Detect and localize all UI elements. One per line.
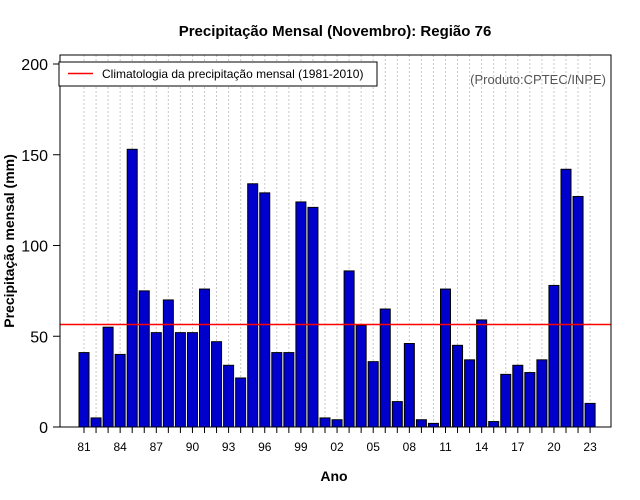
bar-1990 (186, 332, 198, 428)
bar-1992 (211, 341, 223, 428)
bar-2017 (512, 364, 524, 428)
bar-1989 (174, 332, 186, 428)
bar-2006 (379, 308, 391, 428)
bar-1983 (102, 326, 114, 428)
bar-2004 (355, 324, 367, 428)
bar-2021 (560, 168, 572, 428)
y-axis-title: Precipitação mensal (mm) (1, 154, 17, 328)
x-tick-label: 17 (511, 440, 525, 454)
bar-1996 (259, 192, 271, 428)
bar-1987 (150, 332, 162, 428)
bar-1995 (247, 183, 259, 428)
x-axis-title: Ano (320, 468, 347, 484)
chart-title: Precipitação Mensal (Novembro): Região 7… (179, 23, 492, 40)
x-tick-label: 81 (77, 440, 91, 454)
bar-2003 (343, 270, 355, 428)
bar-1986 (138, 290, 150, 428)
x-tick-label: 87 (150, 440, 164, 454)
bar-2000 (307, 206, 319, 428)
bar-1991 (199, 288, 210, 428)
bar-1993 (223, 364, 235, 428)
bar-1985 (126, 148, 138, 428)
bar-2010 (427, 422, 439, 428)
x-tick-label: 96 (258, 440, 272, 454)
bar-series (78, 148, 596, 428)
x-tick-label: 02 (330, 440, 344, 454)
y-tick-label: 200 (21, 57, 48, 74)
bar-2019 (536, 359, 548, 428)
bar-2023 (584, 402, 596, 428)
legend-label: Climatologia da precipitação mensal (198… (102, 67, 363, 81)
bar-2011 (440, 288, 451, 428)
credit-text: (Produto:CPTEC/INPE) (470, 72, 606, 87)
bar-2022 (572, 195, 584, 428)
legend: Climatologia da precipitação mensal (198… (58, 61, 378, 87)
bar-2001 (319, 417, 331, 428)
bar-1998 (283, 352, 295, 428)
bar-2016 (500, 373, 512, 428)
bar-1999 (295, 201, 307, 428)
x-tick-label: 99 (294, 440, 308, 454)
bar-2007 (391, 401, 403, 428)
bar-2013 (464, 359, 476, 428)
x-axis: 81 84 87 90 93 96 99 02 05 08 11 14 17 20 23 (77, 427, 597, 454)
bar-2009 (415, 419, 427, 428)
bar-2008 (403, 343, 415, 428)
plot-frame (59, 54, 612, 428)
x-tick-label: 90 (186, 440, 200, 454)
bar-2014 (476, 319, 488, 428)
x-tick-label: 23 (583, 440, 597, 454)
bar-2012 (452, 344, 464, 428)
y-tick-label: 150 (21, 148, 48, 165)
bar-2020 (548, 284, 560, 428)
bar-1981 (78, 352, 90, 428)
bar-2002 (331, 419, 343, 428)
x-tick-label: 05 (367, 440, 381, 454)
bar-2018 (524, 372, 536, 428)
bar-2015 (488, 421, 500, 428)
x-tick-label: 11 (439, 440, 452, 454)
y-tick-label: 0 (39, 420, 48, 437)
bar-1997 (271, 352, 283, 428)
x-tick-label: 20 (547, 440, 561, 454)
bar-1988 (162, 299, 174, 428)
x-tick-label: 93 (222, 440, 236, 454)
legend-box (58, 61, 378, 87)
y-tick-label: 100 (21, 239, 48, 256)
bar-1982 (90, 417, 102, 428)
x-tick-label: 84 (113, 440, 127, 454)
bar-2005 (367, 361, 379, 428)
y-axis: 0 50 100 150 200 (21, 57, 60, 437)
y-tick-label: 50 (30, 329, 48, 346)
bar-1994 (235, 377, 247, 428)
bar-1984 (114, 353, 126, 428)
x-tick-label: 14 (475, 440, 489, 454)
x-tick-label: 08 (403, 440, 417, 454)
